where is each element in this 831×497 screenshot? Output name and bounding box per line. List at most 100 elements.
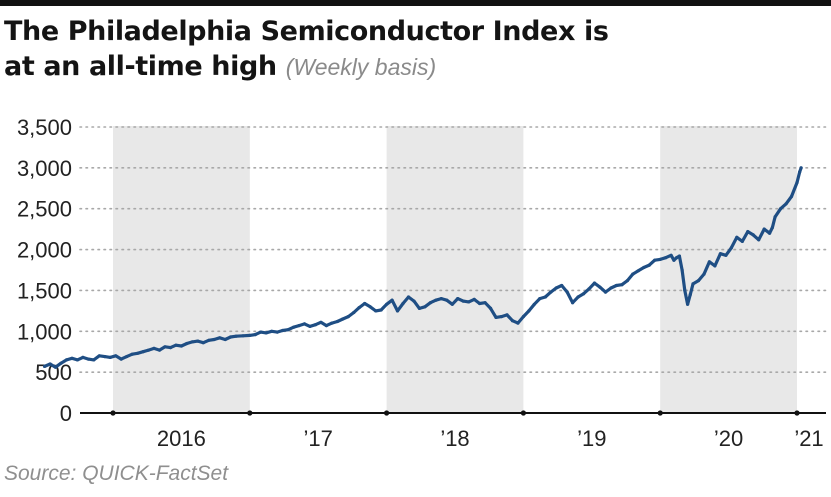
- data-point: [286, 328, 290, 332]
- data-point: [516, 321, 520, 325]
- data-point: [565, 290, 569, 294]
- data-point: [718, 252, 723, 256]
- y-tick-label: 3,500: [17, 115, 72, 140]
- data-point: [707, 260, 712, 264]
- data-point: [603, 290, 608, 294]
- data-point: [571, 301, 575, 305]
- data-point: [119, 357, 123, 361]
- data-point: [664, 256, 668, 260]
- data-point: [302, 322, 307, 326]
- data-point: [163, 345, 167, 349]
- data-point: [103, 355, 107, 359]
- title-line-1: The Philadelphia Semiconductor Index is: [4, 16, 609, 47]
- data-point: [313, 323, 318, 327]
- data-point: [59, 361, 63, 365]
- data-point: [784, 202, 788, 206]
- data-point: [136, 351, 140, 355]
- data-point: [379, 308, 383, 312]
- data-point: [86, 357, 90, 361]
- data-point: [259, 330, 263, 334]
- data-point: [196, 339, 200, 343]
- data-point: [212, 337, 216, 342]
- data-point: [461, 299, 465, 303]
- data-point: [478, 301, 482, 306]
- y-tick-label: 1,500: [17, 278, 72, 303]
- data-point: [297, 324, 301, 328]
- x-axis-tick-dot: [520, 410, 527, 416]
- data-point: [489, 306, 493, 310]
- data-point: [505, 313, 509, 317]
- data-point: [185, 341, 189, 346]
- x-tick-label: ’20: [714, 426, 743, 451]
- data-point: [691, 282, 695, 286]
- data-point: [48, 362, 52, 366]
- data-point: [439, 297, 443, 301]
- data-point: [417, 306, 421, 310]
- data-point: [374, 309, 378, 313]
- y-tick-label: 2,500: [17, 197, 72, 222]
- data-point: [554, 286, 558, 290]
- data-point: [713, 264, 717, 268]
- data-point: [190, 340, 194, 344]
- chart-subtitle: (Weekly basis): [285, 54, 437, 80]
- y-tick-label: 500: [35, 360, 72, 385]
- data-point: [229, 335, 233, 339]
- data-point: [114, 354, 118, 358]
- data-point: [636, 269, 640, 273]
- shaded-band-2018: [386, 126, 524, 413]
- data-point: [609, 286, 613, 290]
- data-point: [157, 348, 162, 352]
- data-point: [631, 272, 635, 276]
- data-point: [253, 333, 257, 337]
- data-point: [70, 356, 74, 360]
- x-axis-tick-dot: [247, 410, 253, 416]
- data-point: [368, 305, 372, 309]
- data-point: [677, 254, 682, 258]
- y-tick-label: 3,000: [17, 156, 72, 181]
- data-point: [499, 315, 504, 319]
- title-line-2-text: at an all-time high: [4, 51, 277, 82]
- data-point: [201, 341, 205, 345]
- source-note: Source: QUICK-FactSet: [4, 462, 229, 485]
- data-point: [130, 352, 134, 356]
- y-tick-label: 0: [60, 401, 72, 426]
- x-tick-label: ’19: [577, 426, 606, 451]
- data-point: [686, 302, 690, 306]
- data-point: [521, 315, 526, 319]
- data-point: [450, 302, 454, 306]
- data-point: [683, 288, 687, 292]
- data-point: [179, 344, 183, 348]
- data-point: [598, 285, 602, 289]
- data-point: [125, 355, 129, 359]
- data-point: [675, 256, 679, 260]
- data-point: [672, 258, 676, 262]
- data-point: [330, 321, 334, 325]
- data-point: [81, 355, 85, 359]
- data-point: [324, 324, 328, 328]
- data-point: [483, 301, 487, 305]
- data-point: [281, 328, 285, 333]
- data-point: [532, 302, 536, 306]
- data-point: [582, 292, 586, 296]
- data-point: [543, 295, 547, 299]
- data-point: [352, 310, 356, 315]
- data-point: [385, 302, 389, 306]
- data-point: [406, 295, 411, 299]
- data-point: [625, 279, 630, 283]
- data-point: [75, 358, 79, 362]
- x-tick-label: ’21: [794, 426, 823, 451]
- data-point: [576, 295, 580, 299]
- data-point: [746, 230, 750, 234]
- x-axis-tick-dot: [110, 410, 116, 416]
- data-point: [335, 319, 339, 324]
- data-point: [275, 330, 279, 334]
- data-point: [735, 235, 739, 239]
- data-point: [92, 358, 96, 362]
- data-point: [658, 257, 662, 261]
- data-point: [346, 315, 350, 319]
- data-point: [264, 331, 268, 335]
- x-axis-tick-dot: [657, 410, 663, 416]
- data-point: [494, 315, 498, 319]
- y-tick-label: 1,000: [17, 319, 72, 344]
